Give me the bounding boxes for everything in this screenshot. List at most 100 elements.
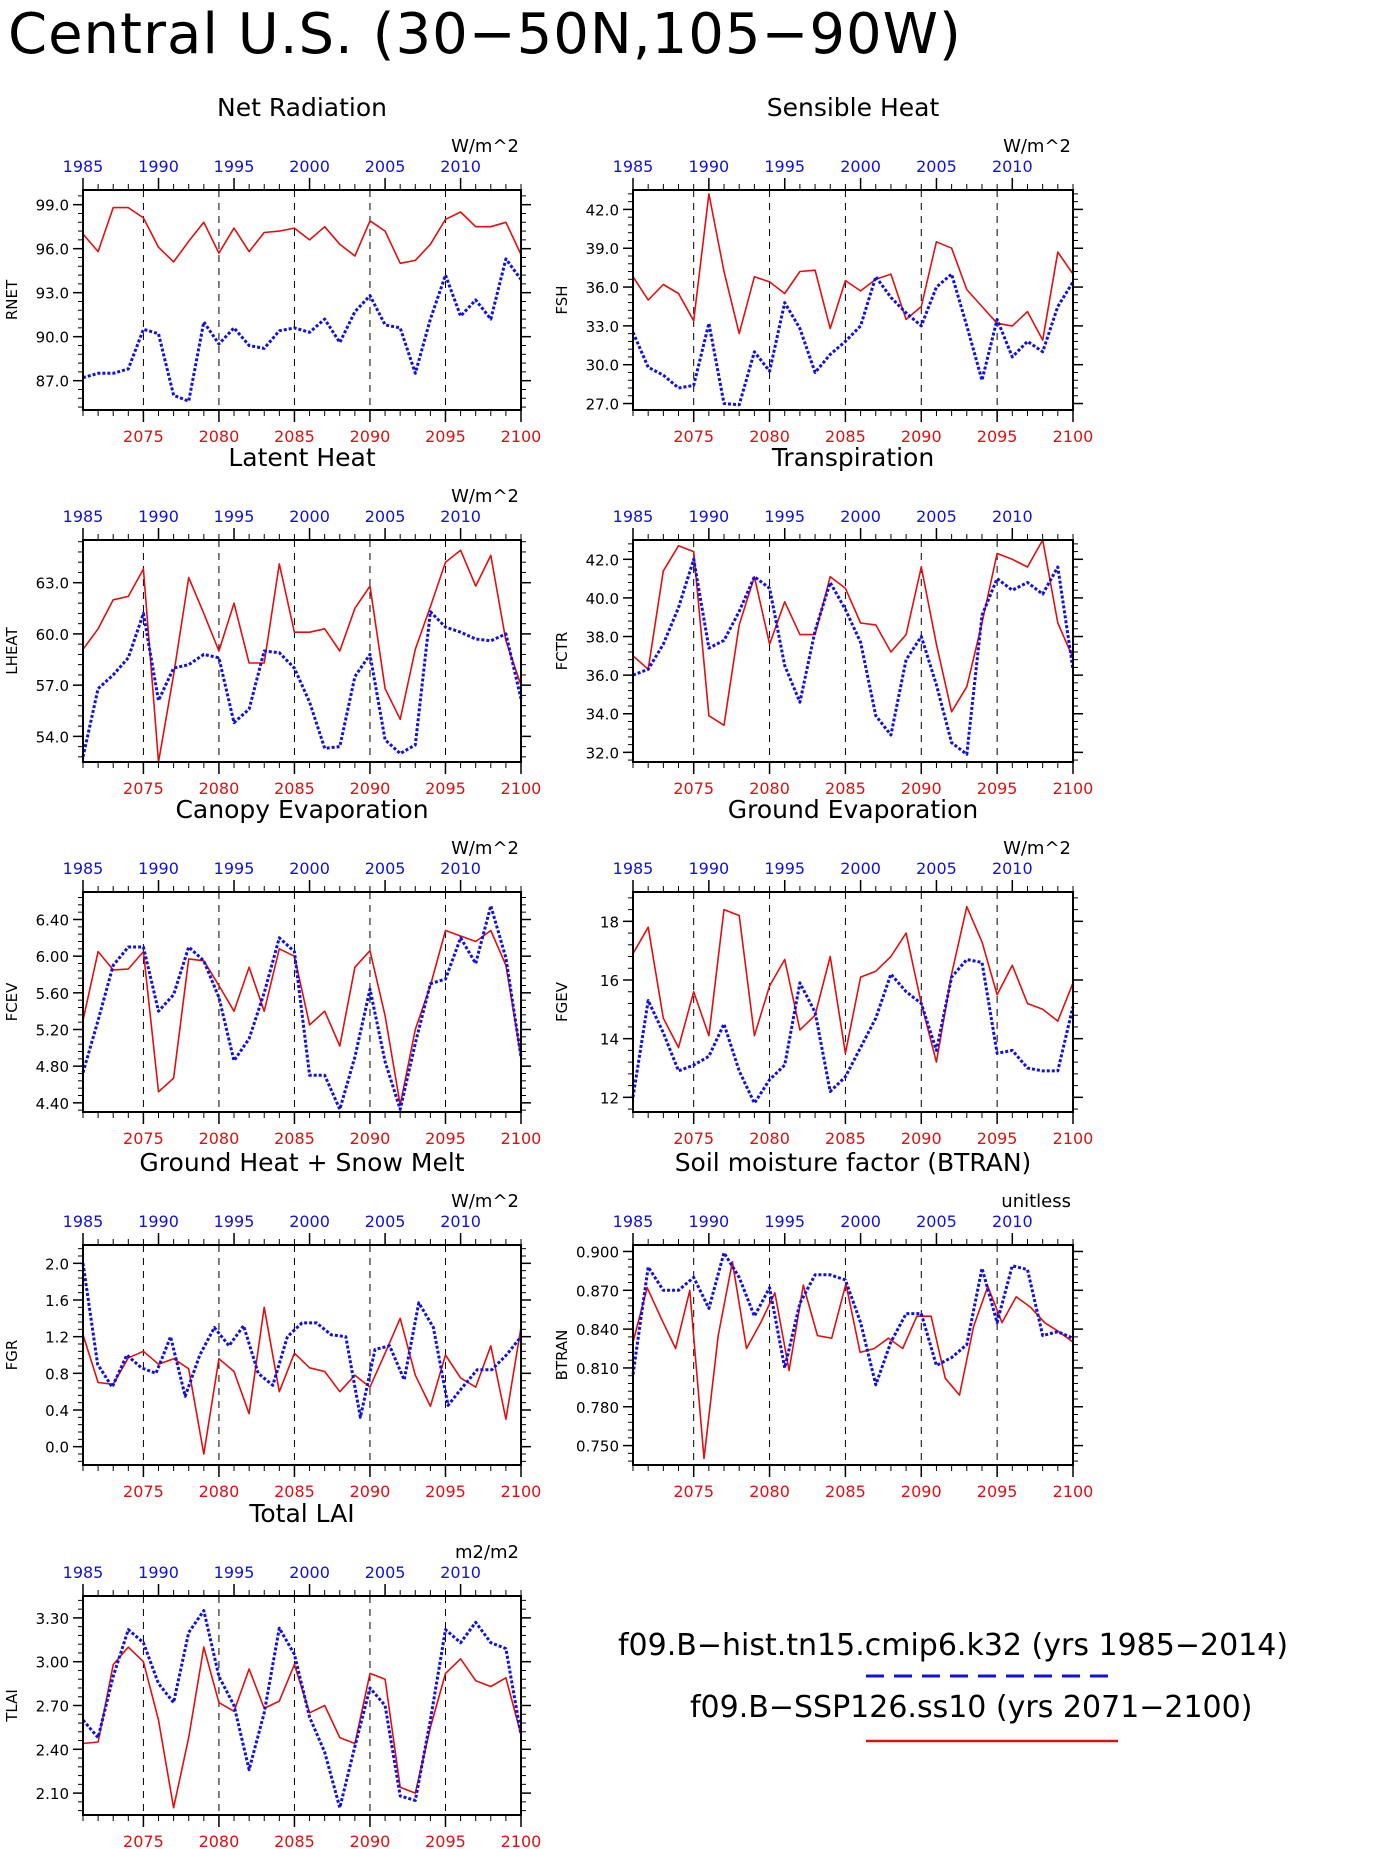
x-bottom-tick-label: 2085: [825, 427, 866, 446]
x-bottom-tick-label: 2080: [749, 427, 790, 446]
plot-frame: [632, 189, 1074, 411]
series-future-line: [632, 539, 1074, 727]
x-top-tick-label: 2005: [916, 1212, 957, 1231]
x-bottom-tick-label: 2085: [274, 779, 315, 798]
x-top-tick-label: 1990: [138, 1563, 179, 1582]
plot-frame: [82, 1244, 522, 1466]
x-bottom-tick-label: 2080: [199, 1832, 240, 1849]
plot-frame: [82, 189, 522, 411]
x-top-tick-label: 2000: [840, 157, 881, 176]
x-bottom-tick-label: 2075: [123, 1482, 164, 1501]
x-top-tick-label: 2010: [440, 859, 481, 878]
plot-frame: [82, 539, 522, 763]
panel-title: Latent Heat: [228, 443, 376, 472]
x-bottom-tick-label: 2075: [673, 1482, 714, 1501]
units-label: W/m^2: [1003, 136, 1071, 157]
x-top-tick-label: 2005: [365, 507, 406, 526]
x-bottom-tick-label: 2090: [901, 779, 942, 798]
y-tick-label: 6.00: [36, 948, 69, 966]
y-axis-label: LHEAT: [3, 626, 21, 674]
x-bottom-tick-label: 2095: [425, 1129, 466, 1148]
y-tick-label: 33.0: [586, 318, 619, 336]
y-tick-label: 5.60: [36, 985, 69, 1003]
series-future-line: [82, 1306, 522, 1455]
x-top-tick-label: 2010: [440, 1212, 481, 1231]
x-bottom-tick-label: 2100: [1053, 1129, 1094, 1148]
series-future-line: [82, 206, 522, 265]
y-axis-label: RNET: [3, 279, 21, 320]
x-top-tick-label: 1990: [138, 859, 179, 878]
units-label: W/m^2: [451, 136, 519, 157]
y-tick-label: 36.0: [586, 279, 619, 297]
x-top-tick-label: 2005: [365, 157, 406, 176]
x-bottom-tick-label: 2100: [501, 427, 542, 446]
x-bottom-tick-label: 2090: [350, 1832, 391, 1849]
x-top-tick-label: 1985: [613, 1212, 654, 1231]
chart-panel-fsh: Sensible Heat W/m^2 FSH 2075 2080 2085 2090 209…: [553, 93, 1093, 446]
series-future-line: [82, 549, 522, 763]
y-tick-label: 38.0: [586, 629, 619, 647]
series-future-line: [82, 1646, 522, 1809]
y-tick-label: 0.0: [45, 1439, 69, 1457]
y-tick-label: 63.0: [36, 575, 69, 593]
x-bottom-tick-label: 2080: [749, 1482, 790, 1501]
x-top-tick-label: 2000: [289, 859, 330, 878]
series-hist-line: [81, 1609, 523, 1810]
y-axis-label: FGR: [3, 1340, 21, 1371]
x-bottom-tick-label: 2095: [977, 1482, 1018, 1501]
y-tick-label: 2.10: [36, 1785, 69, 1803]
x-top-tick-label: 2000: [289, 1212, 330, 1231]
y-tick-label: 60.0: [36, 626, 69, 644]
y-tick-label: 5.20: [36, 1022, 69, 1040]
x-bottom-tick-label: 2100: [1053, 427, 1094, 446]
y-tick-label: 87.0: [36, 373, 69, 391]
x-top-tick-label: 2000: [840, 1212, 881, 1231]
x-bottom-tick-label: 2095: [425, 427, 466, 446]
chart-panel-lheat: Latent Heat W/m^2 LHEAT 2075 2080 2085 2090 209…: [3, 443, 541, 798]
x-bottom-tick-label: 2080: [199, 779, 240, 798]
x-bottom-tick-label: 2100: [1053, 779, 1094, 798]
x-top-tick-label: 2005: [916, 507, 957, 526]
x-top-tick-label: 2010: [992, 507, 1033, 526]
units-label: m2/m2: [455, 1542, 519, 1563]
plot-frame: [632, 539, 1074, 763]
y-tick-label: 0.8: [45, 1365, 69, 1383]
legend-hist-label: f09.B−hist.tn15.cmip6.k32 (yrs 1985−2014…: [618, 1628, 1289, 1663]
y-tick-label: 39.0: [586, 240, 619, 258]
chart-panel-tlai: Total LAI m2/m2 TLAI 2075 2080 2085 2090 2095 21…: [3, 1499, 541, 1849]
y-tick-label: 27.0: [586, 396, 619, 414]
x-top-tick-label: 2000: [289, 507, 330, 526]
units-label: W/m^2: [451, 1191, 519, 1212]
x-bottom-tick-label: 2090: [350, 779, 391, 798]
panel-title: Canopy Evaporation: [175, 795, 428, 824]
x-top-tick-label: 1990: [689, 507, 730, 526]
x-bottom-tick-label: 2090: [901, 1129, 942, 1148]
x-top-tick-label: 2005: [916, 859, 957, 878]
plot-frame: [632, 1244, 1074, 1466]
plot-frame: [82, 1595, 522, 1816]
x-top-tick-label: 2000: [840, 507, 881, 526]
y-tick-label: 16: [600, 972, 619, 990]
series-hist-line: [632, 557, 1075, 756]
x-bottom-tick-label: 2100: [501, 1832, 542, 1849]
legend-future-label: f09.B−SSP126.ss10 (yrs 2071−2100): [690, 1690, 1253, 1725]
y-tick-label: 2.0: [45, 1255, 69, 1273]
x-bottom-tick-label: 2100: [501, 779, 542, 798]
y-axis-label: FSH: [553, 285, 571, 314]
y-tick-label: 0.780: [576, 1399, 619, 1417]
x-top-tick-label: 1985: [63, 157, 104, 176]
x-top-tick-label: 1995: [764, 507, 805, 526]
y-tick-label: 0.810: [576, 1360, 619, 1378]
x-bottom-tick-label: 2080: [199, 1482, 240, 1501]
chart-panel-btran: Soil moisture factor (BTRAN) unitless BTRA…: [553, 1148, 1093, 1501]
x-bottom-tick-label: 2075: [123, 1832, 164, 1849]
y-tick-label: 93.0: [36, 285, 69, 303]
panel-title: Ground Heat + Snow Melt: [139, 1148, 464, 1177]
y-tick-label: 2.40: [36, 1741, 69, 1759]
x-bottom-tick-label: 2100: [501, 1482, 542, 1501]
y-tick-label: 1.6: [45, 1292, 69, 1310]
y-tick-label: 12: [600, 1089, 619, 1107]
x-top-tick-label: 1990: [689, 157, 730, 176]
panel-title: Net Radiation: [217, 93, 387, 122]
